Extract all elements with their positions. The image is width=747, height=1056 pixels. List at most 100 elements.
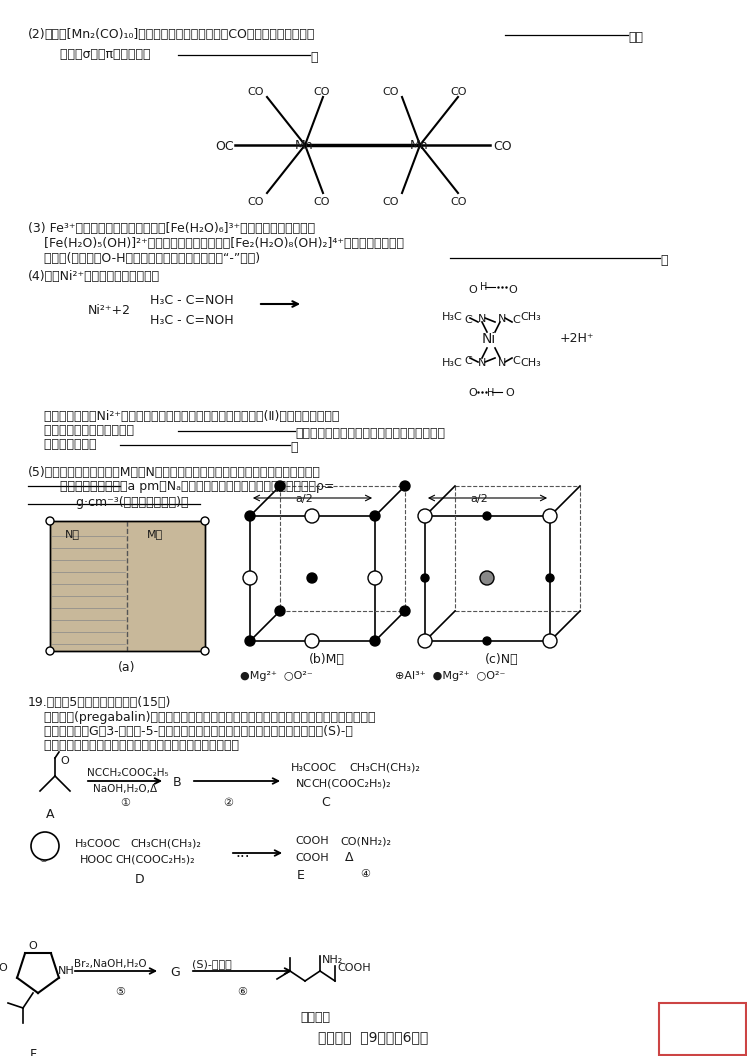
Text: B: B	[173, 776, 182, 789]
Circle shape	[31, 832, 59, 860]
Circle shape	[305, 509, 319, 523]
Text: a/2: a/2	[295, 494, 313, 504]
Text: (2): (2)	[28, 29, 46, 41]
Text: CO: CO	[493, 140, 512, 153]
Circle shape	[483, 637, 491, 645]
Text: D: D	[135, 873, 145, 886]
Text: (4)鉴定Ni²⁺的特征反应如下所示：: (4)鉴定Ni²⁺的特征反应如下所示：	[28, 270, 160, 283]
Text: CH₃CH(CH₃)₂: CH₃CH(CH₃)₂	[349, 763, 420, 773]
Circle shape	[400, 606, 410, 616]
Text: 普瑞巴林: 普瑞巴林	[300, 1011, 330, 1024]
Text: O: O	[468, 285, 477, 295]
Text: (S)-扁桃酸: (S)-扁桃酸	[192, 959, 232, 969]
Text: C: C	[464, 356, 472, 366]
Text: CO: CO	[247, 197, 264, 207]
Text: CH₃: CH₃	[520, 358, 541, 367]
Text: A: A	[46, 808, 55, 821]
Text: (5)某镁铝尖晶石的晶胞由M区和N区组成，其结构如下图所示，该化合物的化学式为: (5)某镁铝尖晶石的晶胞由M区和N区组成，其结构如下图所示，该化合物的化学式为	[28, 466, 321, 479]
Text: O: O	[468, 388, 477, 398]
Text: N: N	[498, 314, 506, 324]
Text: C: C	[464, 315, 472, 325]
Text: 将丁二酮肌加入Ni²⁺溶液中，生成一种鲜红色的二丁二酮肌合镁(Ⅱ)蟯合物，在该蟯合: 将丁二酮肌加入Ni²⁺溶液中，生成一种鲜红色的二丁二酮肌合镁(Ⅱ)蟯合物，在该蟯…	[28, 410, 339, 423]
Text: ⑥: ⑥	[237, 987, 247, 997]
Text: ⑤: ⑤	[115, 987, 125, 997]
Text: H₃C - C=NOH: H₃C - C=NOH	[150, 314, 234, 327]
Circle shape	[368, 571, 382, 585]
Text: CO: CO	[450, 197, 466, 207]
Text: COOH: COOH	[295, 836, 329, 846]
Circle shape	[305, 634, 319, 648]
Text: H: H	[480, 282, 487, 293]
Text: 的结构(水分子中O-H键省略，其他化学键用短横线“-”表示): 的结构(水分子中O-H键省略，其他化学键用短横线“-”表示)	[28, 252, 260, 265]
Text: ③: ③	[38, 854, 48, 864]
Text: 亲子育儿网: 亲子育儿网	[662, 1010, 693, 1020]
Text: (a): (a)	[118, 661, 136, 674]
Circle shape	[418, 509, 432, 523]
Text: CH₃CH(CH₃)₂: CH₃CH(CH₃)₂	[130, 840, 201, 849]
Bar	[50, 521, 205, 650]
Text: Mn: Mn	[410, 139, 429, 152]
Text: NH: NH	[58, 966, 75, 976]
Circle shape	[307, 573, 317, 583]
Text: C: C	[512, 356, 520, 366]
Text: H₃COOC: H₃COOC	[75, 840, 121, 849]
Text: N: N	[478, 314, 486, 324]
Text: 。: 。	[660, 254, 668, 267]
Text: CO: CO	[382, 87, 398, 97]
Circle shape	[275, 606, 285, 616]
Text: 焦虑障碍等，G是3-氨甲基-5-甲基己酸的一种立体异构体，该异构体可以溶解在(S)-扁: 焦虑障碍等，G是3-氨甲基-5-甲基己酸的一种立体异构体，该异构体可以溶解在(S…	[28, 725, 353, 738]
Text: HOOC: HOOC	[80, 855, 114, 865]
Circle shape	[418, 634, 432, 648]
Text: Br₂,NaOH,H₂O: Br₂,NaOH,H₂O	[74, 959, 146, 969]
Text: E: E	[297, 869, 305, 882]
Text: 19.』选修5：有机化学基础』(15分): 19.』选修5：有机化学基础』(15分)	[28, 696, 171, 709]
Text: 普瑞巴林(pregabalin)常用于治疗糖尿病性神经痛和带状疱皂神经痛，还能辅助治疗癌疫、: 普瑞巴林(pregabalin)常用于治疗糖尿病性神经痛和带状疱皂神经痛，还能辅…	[28, 711, 376, 724]
Text: a/2: a/2	[470, 494, 488, 504]
Text: H₃C: H₃C	[442, 358, 462, 367]
Text: H₃C - C=NOH: H₃C - C=NOH	[150, 294, 234, 307]
Circle shape	[46, 517, 54, 525]
Text: ④: ④	[360, 869, 370, 879]
Text: 大到小的顺序为: 大到小的顺序为	[28, 438, 96, 451]
Text: CO: CO	[313, 197, 329, 207]
Text: NaOH,H₂O,Δ: NaOH,H₂O,Δ	[93, 784, 157, 794]
Text: NCCH₂COOC₂H₅: NCCH₂COOC₂H₅	[87, 768, 169, 778]
Text: COOH: COOH	[295, 853, 329, 863]
Circle shape	[546, 574, 554, 582]
Text: C: C	[512, 315, 520, 325]
Text: O: O	[505, 388, 514, 398]
Circle shape	[483, 512, 491, 520]
Text: +2H⁺: +2H⁺	[560, 332, 595, 345]
Circle shape	[245, 511, 255, 521]
Text: N: N	[478, 358, 486, 367]
Text: G: G	[170, 966, 180, 979]
Text: H₃C: H₃C	[442, 312, 462, 322]
Text: O: O	[508, 285, 517, 295]
Text: CO: CO	[313, 87, 329, 97]
Text: CO: CO	[450, 87, 466, 97]
Text: COOH: COOH	[337, 963, 371, 973]
Text: ，已知该晶胞参数为a pm，Nₐ为阿伏加德罗常数的値，则该品体的密度ρ=: ，已知该晶胞参数为a pm，Nₐ为阿伏加德罗常数的値，则该品体的密度ρ=	[28, 480, 335, 493]
Text: (3) Fe³⁺容易形成六配位的配合物，[Fe(H₂O)₆]³⁺通常会水解生成棕色的: (3) Fe³⁺容易形成六配位的配合物，[Fe(H₂O)₆]³⁺通常会水解生成棕…	[28, 222, 315, 235]
Circle shape	[46, 647, 54, 655]
Circle shape	[400, 480, 410, 491]
Text: NH₂: NH₂	[322, 955, 344, 965]
Circle shape	[245, 636, 255, 646]
Text: 物中，碳原子的杂化方式是: 物中，碳原子的杂化方式是	[28, 425, 134, 437]
Text: C: C	[321, 796, 329, 809]
Circle shape	[543, 509, 557, 523]
Text: ...: ...	[235, 845, 249, 860]
Circle shape	[201, 647, 209, 655]
Text: CH₃: CH₃	[520, 312, 541, 322]
Circle shape	[201, 517, 209, 525]
Circle shape	[275, 480, 285, 491]
Text: O: O	[60, 756, 69, 766]
Text: H₃COOC: H₃COOC	[291, 763, 337, 773]
Text: CH(COOC₂H₅)₂: CH(COOC₂H₅)₂	[311, 779, 391, 789]
Text: Mn: Mn	[295, 139, 314, 152]
Text: F: F	[29, 1048, 37, 1056]
Text: ，该: ，该	[628, 31, 643, 44]
Text: 羿基锰[Mn₂(CO)₁₀]的结构如下图所示，配体为CO，则配体的电子式为: 羿基锰[Mn₂(CO)₁₀]的结构如下图所示，配体为CO，则配体的电子式为	[44, 29, 314, 41]
Text: H⁺: H⁺	[37, 841, 52, 851]
Text: ①: ①	[120, 798, 130, 808]
